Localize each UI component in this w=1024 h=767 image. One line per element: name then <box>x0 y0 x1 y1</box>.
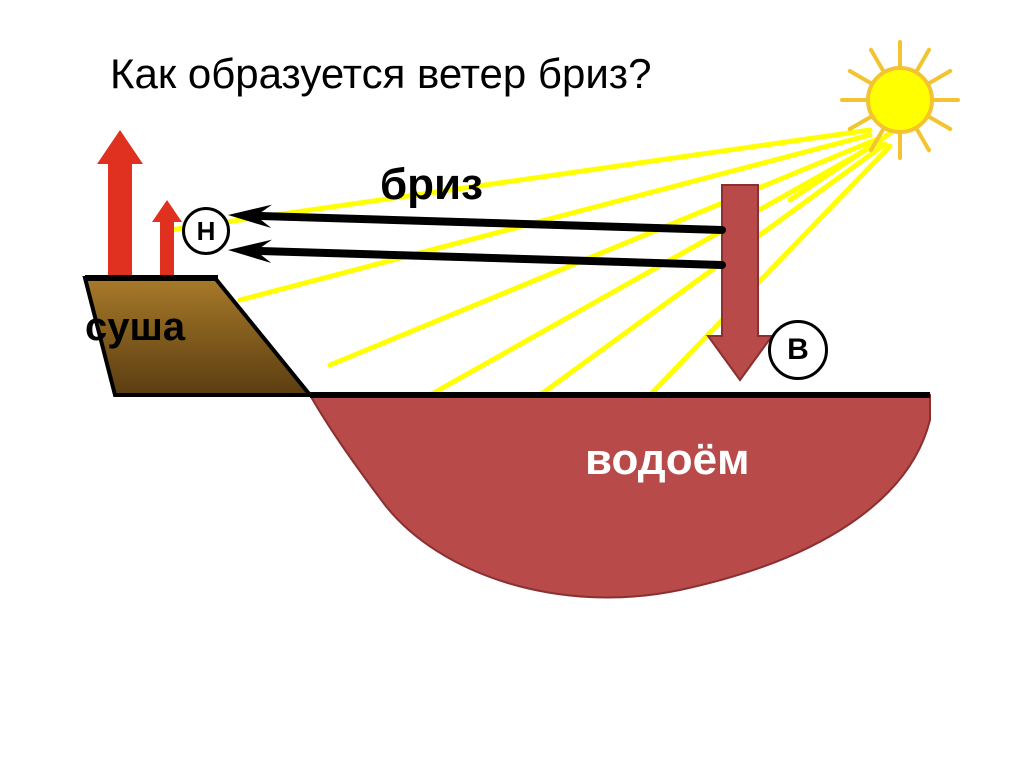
high-pressure-marker: В <box>768 320 828 380</box>
diagram-svg <box>0 0 1024 767</box>
land-label: суша <box>85 305 185 350</box>
water-shape <box>310 395 930 597</box>
diagram-title: Как образуется ветер бриз? <box>110 50 651 98</box>
diagram-stage: Как образуется ветер бриз? бриз суша вод… <box>0 0 1024 767</box>
sun-icon <box>842 42 958 158</box>
breeze-label: бриз <box>380 160 483 210</box>
low-pressure-marker: Н <box>182 207 230 255</box>
water-label: водоём <box>585 435 750 485</box>
